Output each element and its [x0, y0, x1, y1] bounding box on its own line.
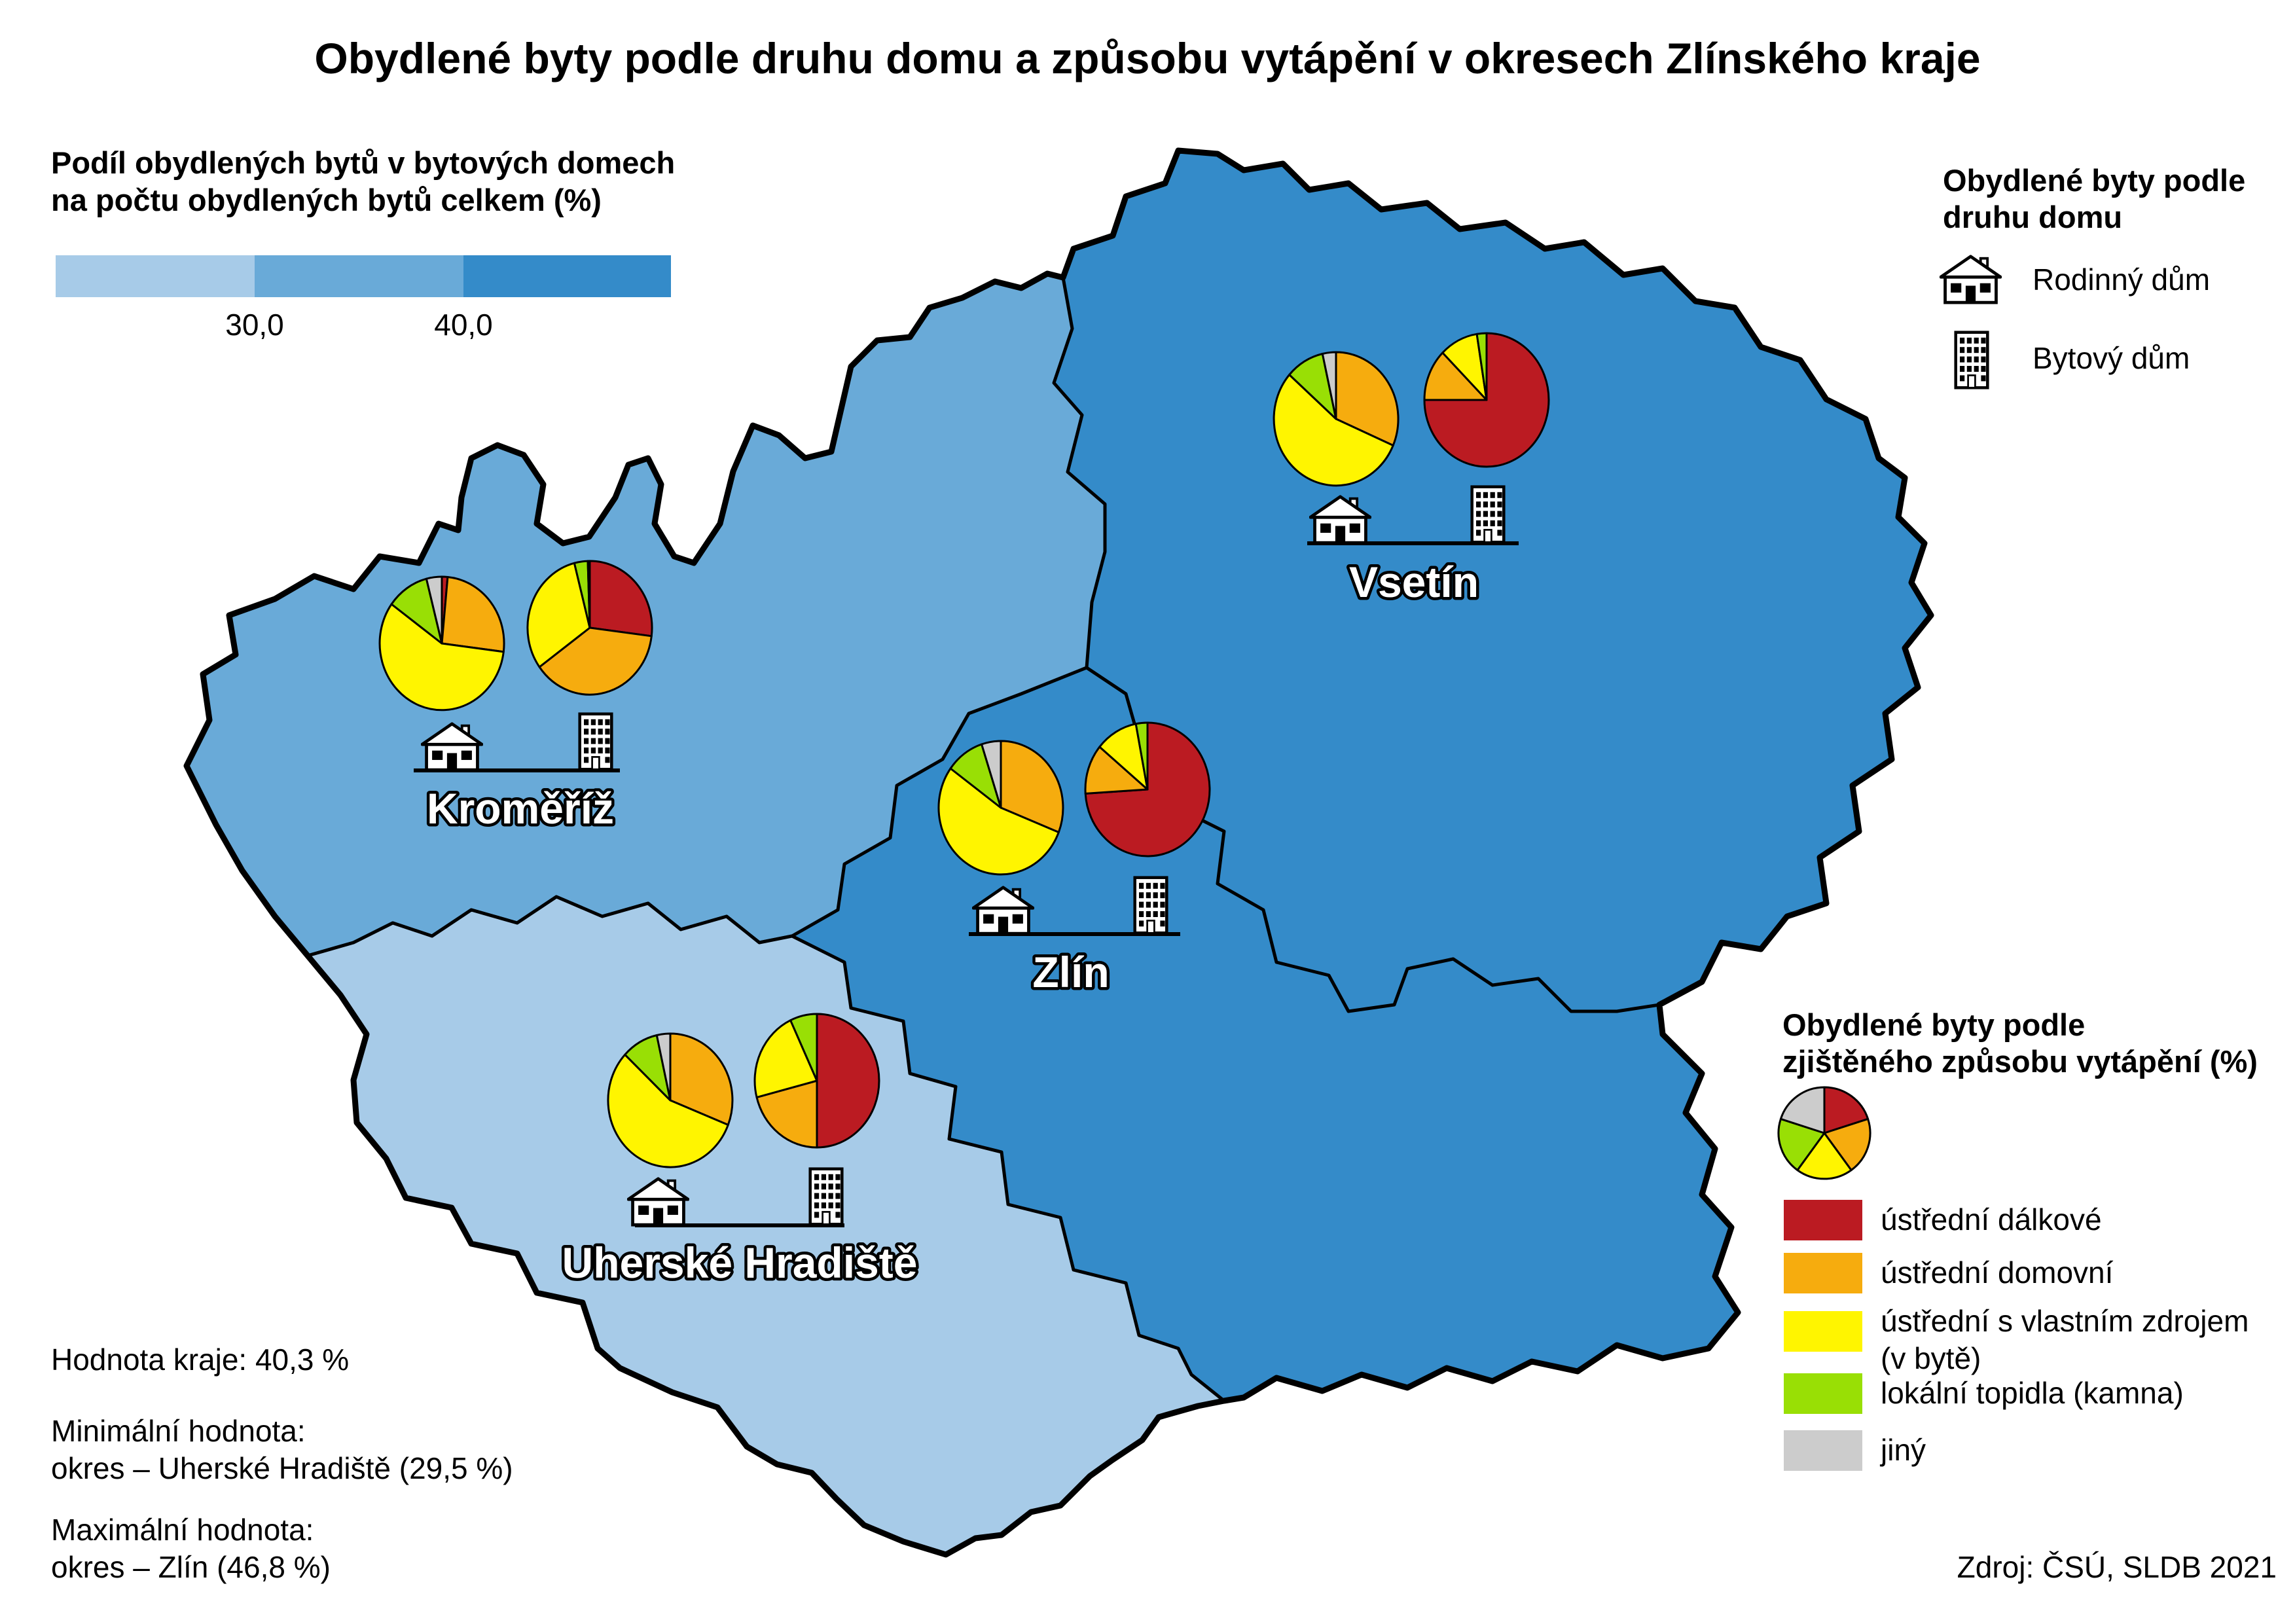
heating-title-line2: zjištěného způsobu vytápění (%): [1782, 1044, 2258, 1079]
pie-slice: [1423, 352, 1488, 401]
label-ustredni-vlastni-zdroj-line2: (v bytě): [1881, 1341, 1981, 1375]
district-label: Uherské Hradiště: [562, 1238, 918, 1287]
scale-segment-light: [56, 255, 255, 297]
label-ustredni-domovni: ústřední domovní: [1881, 1255, 2114, 1290]
district-label: Vsetín: [1349, 558, 1479, 606]
pie-slice: [1000, 740, 1064, 833]
scale-segment-medium: [255, 255, 463, 297]
pie-slice: [981, 740, 1002, 809]
swatch-lokalni-topidla: [1784, 1373, 1862, 1414]
pie-slice: [669, 1032, 734, 1126]
source-note: Zdroj: ČSÚ, SLDB 2021: [1957, 1550, 2277, 1584]
stats-block: Hodnota kraje: 40,3 % Minimální hodnota:…: [51, 1343, 513, 1584]
stat-min-value: okres – Uherské Hradiště (29,5 %): [51, 1451, 513, 1485]
scale-tick-40: 40,0: [434, 308, 493, 342]
stat-min-label: Minimální hodnota:: [51, 1414, 306, 1448]
stat-max-label: Maximální hodnota:: [51, 1513, 314, 1547]
label-ustredni-vlastni-zdroj: ústřední s vlastním zdrojem: [1881, 1304, 2249, 1338]
stat-max-value: okres – Zlín (46,8 %): [51, 1550, 331, 1584]
pie-slice: [1823, 1117, 1871, 1172]
pie-uherske-hradiste-family: [607, 1032, 734, 1168]
pie-slice: [538, 626, 653, 696]
pie-slice: [755, 1079, 818, 1149]
pie-zlin-family: [937, 740, 1064, 876]
district-map: [183, 147, 1934, 1558]
label-jiny: jiný: [1879, 1433, 1926, 1467]
pie-slice: [1475, 332, 1488, 401]
district-group-vsetin: Vsetín: [1273, 332, 1550, 609]
pie-slice: [1084, 746, 1149, 795]
pie-vsetin-apartment: [1423, 332, 1550, 468]
pie-slice: [1777, 1117, 1826, 1172]
heating-title-line1: Obydlené byty podle: [1782, 1007, 2085, 1042]
apartment-building-icon: [810, 1169, 842, 1225]
pie-slice: [1423, 332, 1550, 468]
stat-region-value: Hodnota kraje: 40,3 %: [51, 1343, 349, 1377]
page-title: Obydlené byty podle druhu domu a způsobu…: [314, 34, 1980, 82]
pie-slice: [789, 1013, 818, 1082]
region-outline: [183, 147, 1934, 1558]
heating-legend: Obydlené byty podle zjištěného způsobu v…: [1777, 1007, 2258, 1471]
share-legend-title-line2: na počtu obydlených bytů celkem (%): [51, 183, 602, 217]
pie-slice: [607, 1053, 729, 1168]
swatch-jiny: [1784, 1430, 1862, 1471]
pie-slice: [425, 575, 443, 645]
pie-kromeriz-apartment: [526, 560, 653, 696]
pie-slice: [1134, 721, 1149, 791]
house-type-title-line2: druhu domu: [1943, 200, 2122, 234]
apartment-building-icon: [1135, 878, 1167, 933]
district-group-zlin: Zlín: [937, 721, 1211, 1000]
family-house-label: Rodinný dům: [2033, 262, 2210, 297]
pie-zlin-apartment: [1084, 721, 1211, 857]
swatch-ustredni-domovni: [1784, 1253, 1862, 1293]
pie-uherske-hradiste-apartment: [753, 1013, 880, 1149]
district-group-kromeriz: Kroměříž: [378, 560, 653, 836]
family-house-icon: [1941, 257, 2000, 302]
house-type-legend: Obydlené byty podle druhu domu Rodinný d…: [1941, 163, 2245, 388]
heating-sample-pie: [1777, 1086, 1871, 1180]
pie-slice: [587, 560, 591, 629]
house-type-title-line1: Obydlené byty podle: [1943, 163, 2245, 198]
pie-slice: [655, 1032, 672, 1102]
apartment-building-label: Bytový dům: [2033, 341, 2190, 375]
swatch-ustredni-dalkove: [1784, 1200, 1862, 1240]
pie-slice: [1273, 374, 1394, 487]
scale-segment-dark: [463, 255, 671, 297]
swatch-ustredni-vlastni-zdroj: [1784, 1311, 1862, 1352]
label-lokalni-topidla: lokální topidla (kamna): [1881, 1376, 2184, 1410]
pie-kromeriz-family: [378, 575, 505, 712]
district-group-uherske-hradiste: Uherské Hradiště: [559, 1013, 920, 1290]
apartment-building-icon: [580, 714, 612, 770]
district-label: Kroměříž: [427, 784, 614, 833]
share-legend: Podíl obydlených bytů v bytových domech …: [51, 145, 675, 342]
pie-slice: [526, 562, 591, 668]
share-legend-title-line1: Podíl obydlených bytů v bytových domech: [51, 145, 675, 180]
scale-tick-30: 30,0: [225, 308, 284, 342]
pie-slice: [1779, 1086, 1826, 1134]
pie-slice: [937, 767, 1060, 876]
pie-slice: [588, 560, 653, 638]
pie-slice: [1335, 351, 1400, 446]
pie-slice: [816, 1013, 880, 1149]
pie-vsetin-family: [1273, 351, 1400, 487]
pie-slice: [1796, 1132, 1852, 1180]
pie-slice: [378, 603, 505, 712]
pie-slice: [1321, 351, 1337, 420]
district-label: Zlín: [1032, 948, 1109, 996]
apartment-building-icon: [1956, 333, 1988, 388]
label-ustredni-dalkove: ústřední dálkové: [1881, 1202, 2102, 1236]
pie-slice: [753, 1019, 818, 1098]
pie-slice: [441, 576, 505, 653]
apartment-building-icon: [1472, 487, 1504, 543]
